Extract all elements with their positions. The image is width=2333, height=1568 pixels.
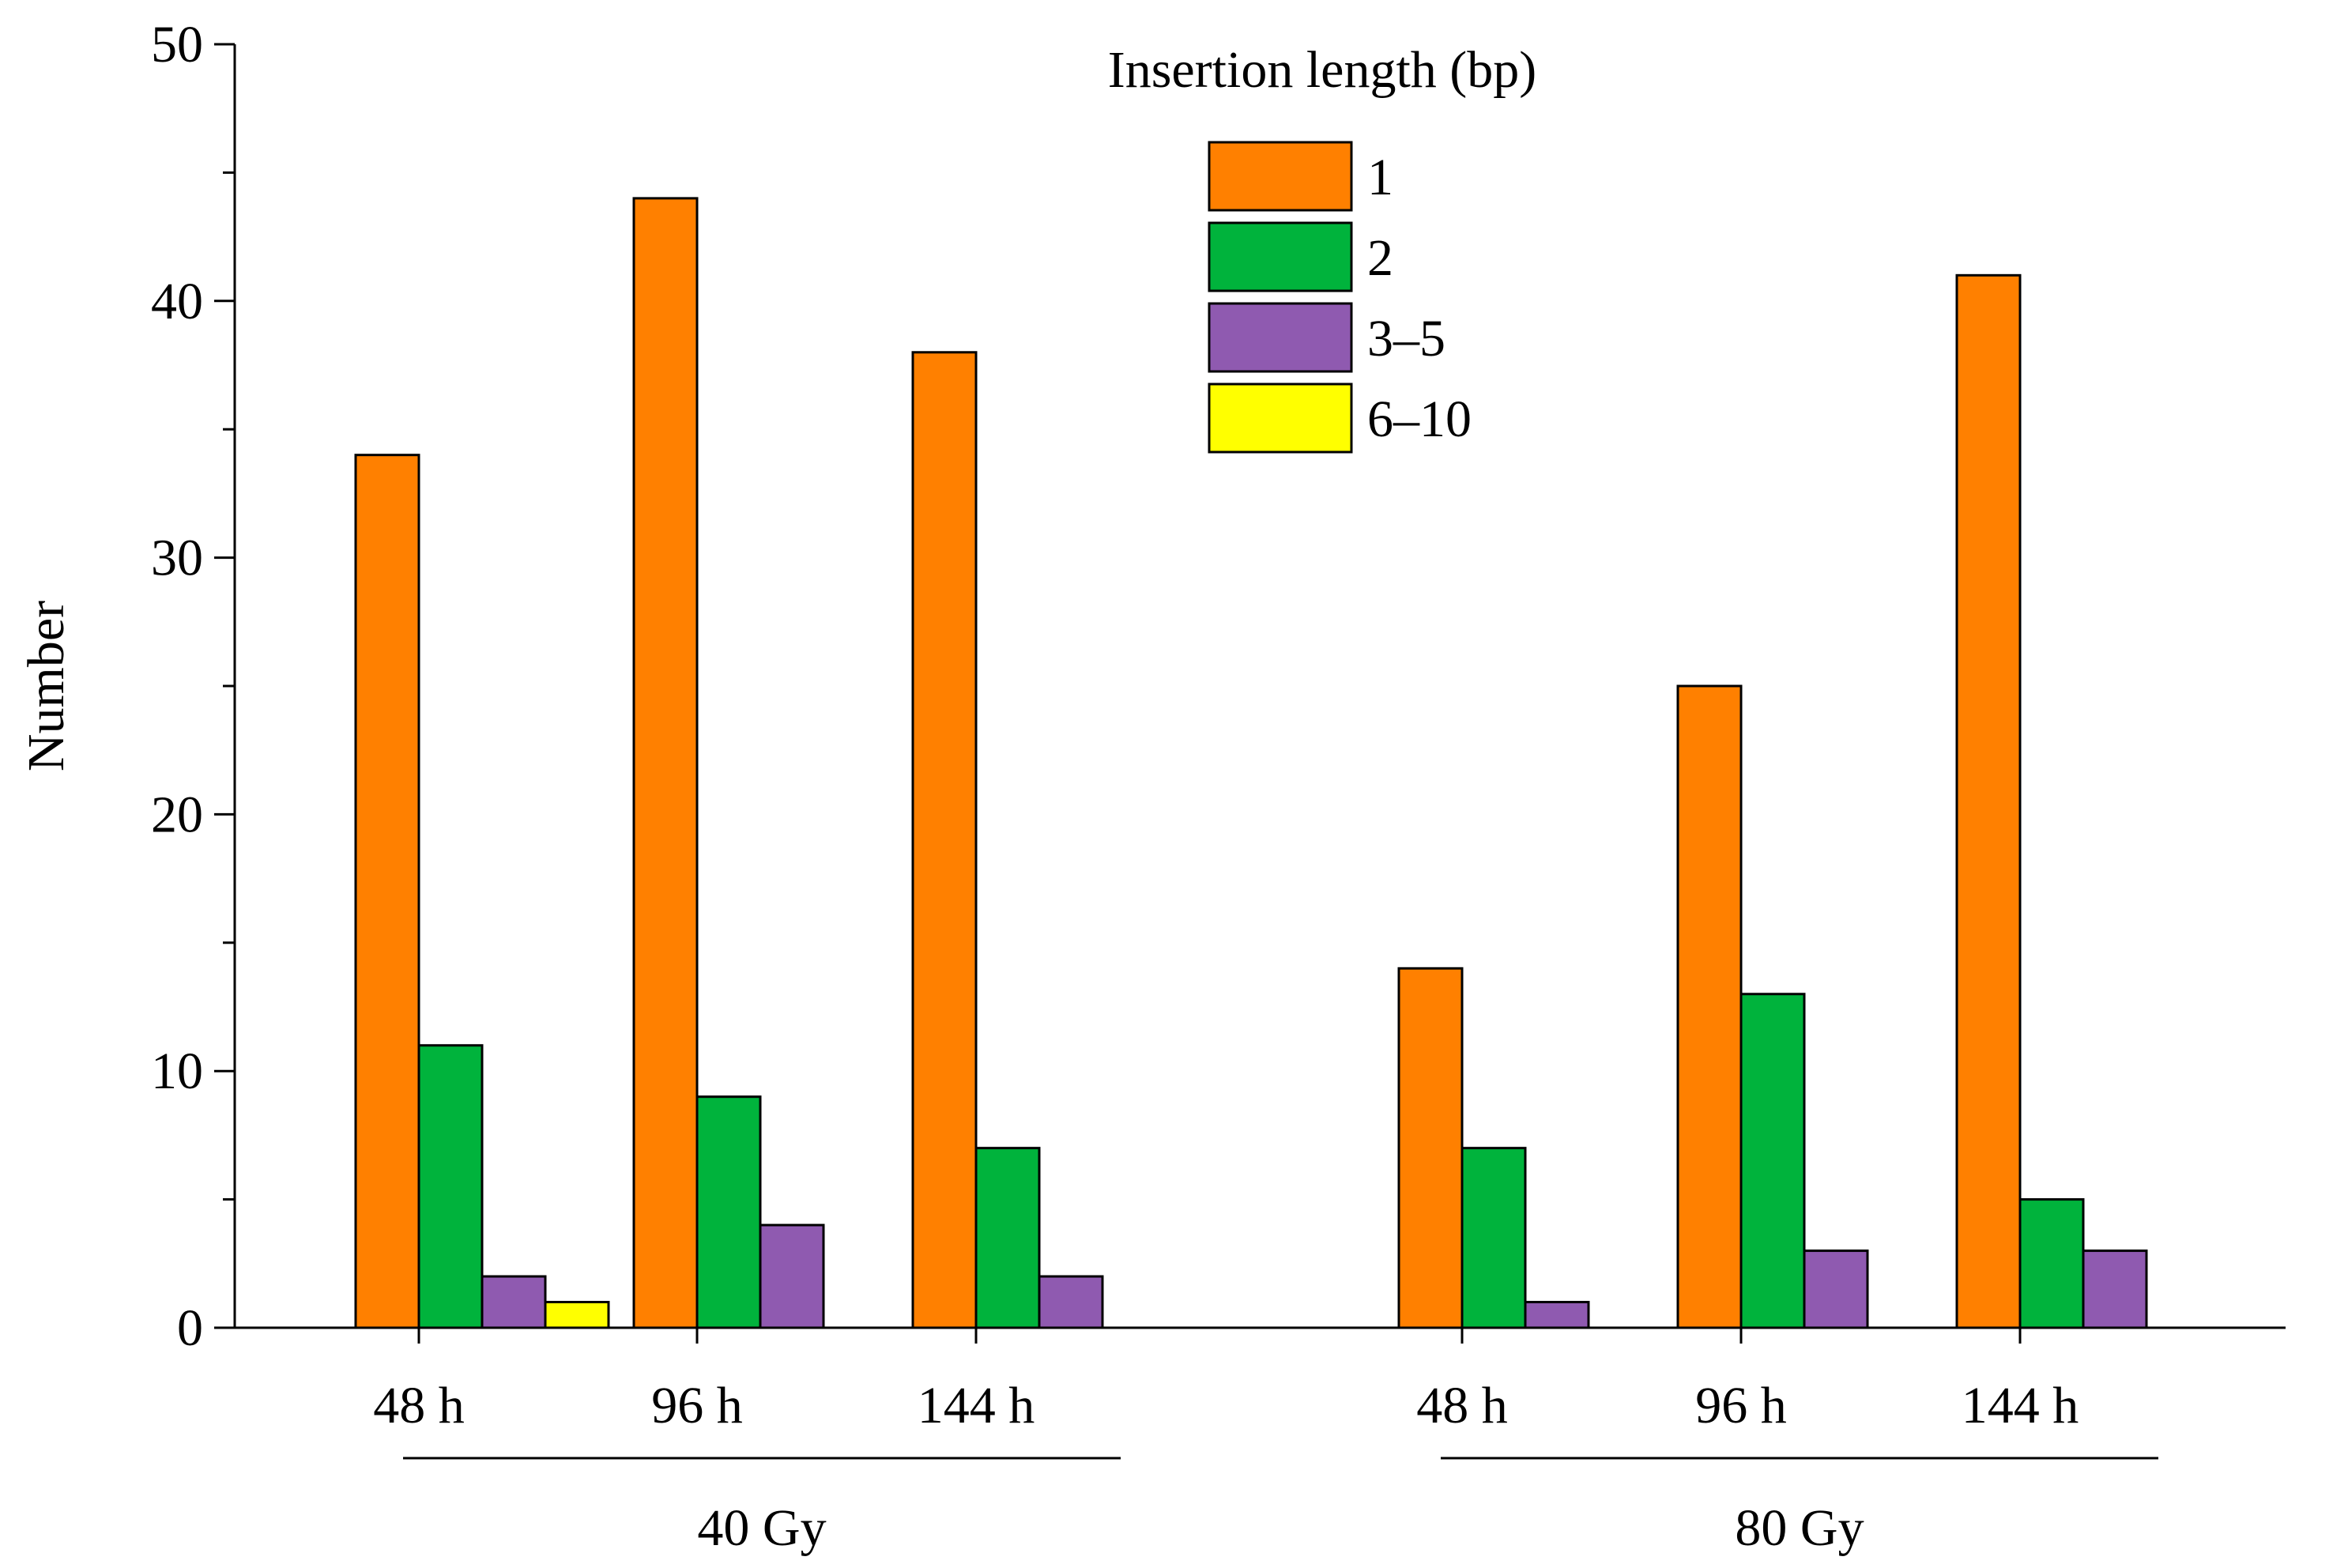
x-tick-label: 96 h [651,1377,743,1434]
y-axis-ticks: 0 10 20 30 40 50 [151,16,235,1357]
bar-series-1-cat-3 [911,351,978,1329]
bar-series-3-cat-6 [2082,1250,2148,1329]
bar-series-2-cat-2 [695,1095,762,1329]
x-tick-label: 144 h [1962,1377,2079,1434]
bar-series-3-cat-4 [1524,1301,1590,1329]
y-tick-label: 0 [177,1299,203,1357]
bar-series-2-cat-4 [1460,1147,1527,1329]
y-tick-label: 10 [151,1042,203,1100]
legend-swatch [1208,221,1353,292]
bar-series-2-cat-3 [974,1147,1041,1329]
bar-series-1-cat-4 [1397,967,1464,1329]
group-label: 40 Gy [697,1499,826,1557]
y-axis-title: Number [17,601,75,771]
x-tick-label: 96 h [1695,1377,1787,1434]
x-tick-label: 48 h [373,1377,465,1434]
bar-series-2-cat-6 [2018,1198,2085,1329]
legend-label: 3–5 [1367,310,1445,368]
bar-series-3-cat-3 [1038,1275,1104,1329]
bar-series-2-cat-5 [1739,993,1806,1329]
y-tick-label: 30 [151,530,203,587]
bar-series-4-cat-1 [544,1301,610,1329]
bar-series-1-cat-1 [354,454,420,1329]
legend-swatch [1208,302,1353,373]
bar-series-1-cat-5 [1676,684,1743,1329]
x-tick-label: 48 h [1416,1377,1508,1434]
bar-series-1-cat-6 [1955,273,2022,1329]
legend-title: Insertion length (bp) [1108,41,1537,99]
legend-swatch [1208,141,1353,212]
y-tick-label: 20 [151,786,203,843]
bar-series-3-cat-1 [481,1275,547,1329]
y-tick-label: 40 [151,273,203,330]
bar-series-3-cat-5 [1803,1250,1869,1329]
x-axis-ticks: 48 h 96 h 144 h 48 h 96 h 144 h [373,1328,2079,1434]
bars-layer [354,197,2148,1329]
legend-label: 1 [1367,149,1393,206]
legend: Insertion length (bp) 1 2 3–5 6–10 [1108,41,1537,454]
legend-swatch [1208,383,1353,454]
legend-label: 6–10 [1367,390,1472,448]
bar-series-2-cat-1 [417,1044,484,1329]
legend-label: 2 [1367,229,1393,287]
group-labels: 40 Gy 80 Gy [403,1457,2158,1557]
group-label: 80 Gy [1735,1499,1864,1557]
bar-series-3-cat-2 [759,1223,825,1329]
x-tick-label: 144 h [918,1377,1035,1434]
bar-series-1-cat-2 [632,197,699,1329]
y-tick-label: 50 [151,16,203,74]
